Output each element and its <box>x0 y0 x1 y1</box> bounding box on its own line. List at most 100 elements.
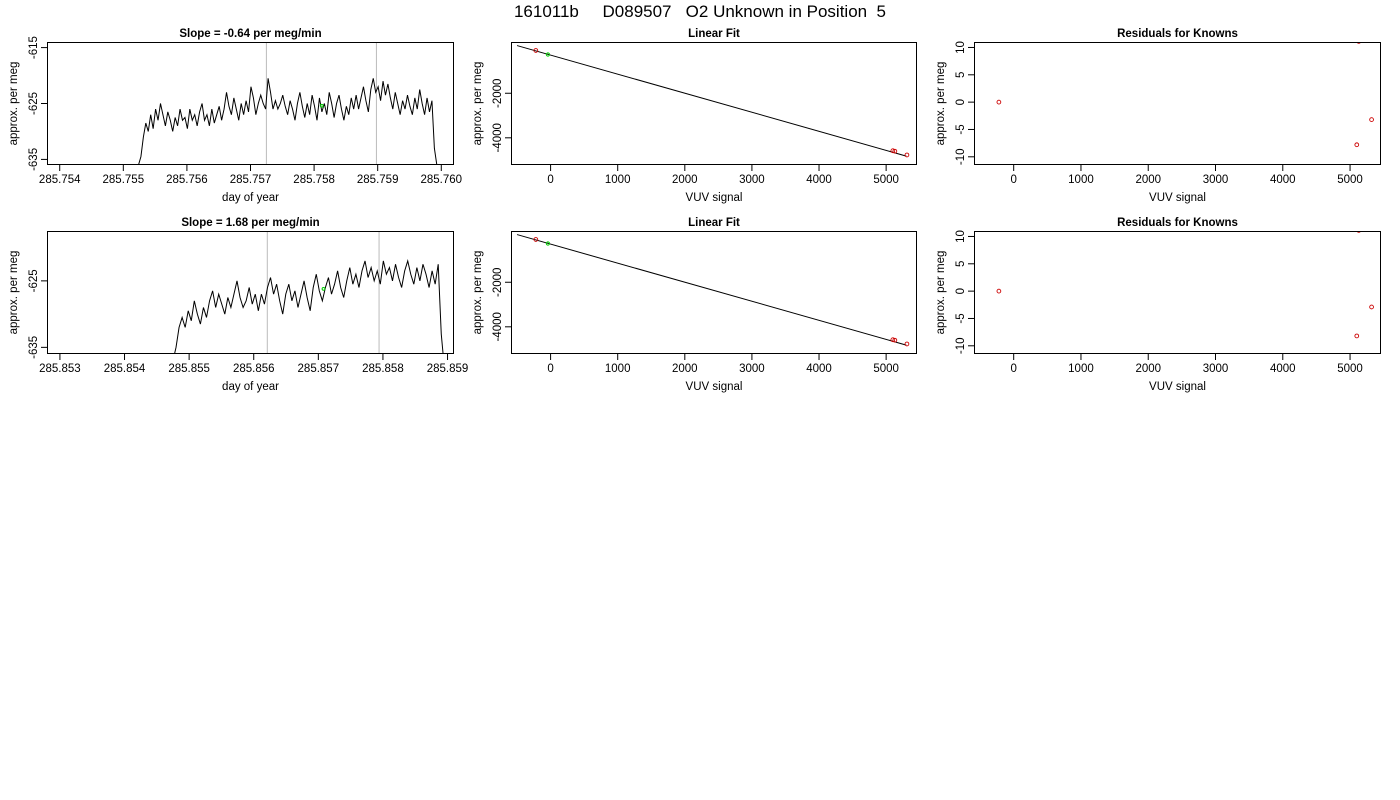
plot-area <box>173 231 444 354</box>
y-tick-label: 10 <box>955 230 967 243</box>
x-tick-label: 4000 <box>806 363 832 375</box>
x-tick-label: 285.759 <box>357 174 399 186</box>
x-tick-label: 285.857 <box>298 363 340 375</box>
x-tick-label: 2000 <box>1135 174 1161 186</box>
x-tick-label: 285.854 <box>104 363 146 375</box>
plot-area <box>516 45 910 158</box>
x-tick-label: 1000 <box>1068 363 1094 375</box>
x-tick-label: 285.760 <box>420 174 462 186</box>
x-tick-label: 3000 <box>1203 174 1229 186</box>
y-tick-label: 5 <box>955 261 967 267</box>
panel-drift-top: Slope = -0.64 per meg/min 285.754 285.755 2… <box>8 28 462 204</box>
y-axis-label: approx. per meg <box>8 62 20 146</box>
panel-drift-bottom: Slope = 1.68 per meg/min 285.853 285.854 28… <box>8 217 468 393</box>
chart-title: Slope = 1.68 per meg/min <box>181 217 319 229</box>
plot-area <box>516 234 910 347</box>
x-tick-label: 2000 <box>672 174 698 186</box>
plot-frame <box>511 231 917 354</box>
panel-resid-top: Residuals for Knowns 0 1000 2000 3000 4000 500… <box>935 28 1381 204</box>
x-tick-label: 4000 <box>1270 363 1296 375</box>
unknown-point <box>319 103 324 108</box>
data-point <box>890 148 896 154</box>
x-tick-label: 285.758 <box>293 174 335 186</box>
x-tick-label: 0 <box>547 363 553 375</box>
y-axis-label: approx. per meg <box>472 62 484 146</box>
chart-title: Linear Fit <box>688 28 740 40</box>
y-tick-label: -4000 <box>492 312 504 341</box>
y-tick-label: 0 <box>955 99 967 105</box>
data-point <box>533 237 539 242</box>
plot-area <box>996 42 1374 148</box>
series-line <box>173 258 444 354</box>
plot-frame <box>974 231 1381 354</box>
data-point <box>892 337 898 343</box>
x-tick-label: 285.756 <box>166 174 208 186</box>
x-tick-label: 0 <box>1010 363 1016 375</box>
x-tick-label: 2000 <box>1135 363 1161 375</box>
y-tick-label: -4000 <box>492 123 504 152</box>
y-axis-label: approx. per meg <box>935 62 947 146</box>
x-tick-label: 285.856 <box>233 363 275 375</box>
unknown-point <box>321 286 326 291</box>
x-tick-label: 5000 <box>1337 363 1363 375</box>
x-tick-label: 285.853 <box>39 363 81 375</box>
x-tick-label: 285.858 <box>362 363 404 375</box>
x-tick-label: 4000 <box>1270 174 1296 186</box>
panel-fit-bottom: Linear Fit 0 1000 2000 3000 4000 5000 VUV signa… <box>472 217 917 393</box>
data-point <box>1369 304 1374 310</box>
fit-line <box>516 234 907 346</box>
y-tick-label: -5 <box>955 313 967 323</box>
plot-frame <box>974 42 1381 165</box>
data-point <box>1354 333 1360 339</box>
x-tick-label: 1000 <box>605 363 631 375</box>
y-tick-label: -5 <box>955 124 967 134</box>
x-tick-label: 285.754 <box>39 174 81 186</box>
plot-area <box>137 42 438 165</box>
x-tick-label: 0 <box>1010 174 1016 186</box>
y-tick-label: -635 <box>28 336 40 359</box>
y-tick-label: 5 <box>955 72 967 78</box>
x-tick-label: 285.755 <box>103 174 145 186</box>
y-tick-label: 10 <box>955 41 967 54</box>
y-tick-label: -10 <box>955 337 967 354</box>
data-point <box>1354 142 1360 148</box>
x-axis-label: day of year <box>222 381 279 393</box>
data-point <box>890 337 896 343</box>
y-tick-label: -635 <box>28 148 40 171</box>
data-point <box>1356 231 1362 233</box>
y-tick-label: 0 <box>955 288 967 294</box>
x-tick-label: 3000 <box>739 174 765 186</box>
x-axis-label: day of year <box>222 192 279 204</box>
plot-frame <box>511 42 917 165</box>
panel-resid-bottom: Residuals for Knowns 0 1000 2000 3000 4000 500… <box>935 217 1381 393</box>
y-axis-label: approx. per meg <box>8 251 20 335</box>
x-tick-label: 1000 <box>1068 174 1094 186</box>
unknown-point <box>545 52 551 57</box>
x-axis-label: VUV signal <box>686 381 743 393</box>
fit-line <box>516 45 907 157</box>
x-axis-label: VUV signal <box>1149 192 1206 204</box>
data-point <box>996 99 1002 105</box>
unknown-point <box>545 241 551 246</box>
x-tick-label: 285.855 <box>168 363 210 375</box>
y-tick-label: -625 <box>28 92 40 115</box>
y-tick-label: -2000 <box>492 79 504 108</box>
chart-title: Residuals for Knowns <box>1117 28 1238 40</box>
x-tick-label: 285.859 <box>427 363 469 375</box>
x-axis-label: VUV signal <box>1149 381 1206 393</box>
x-tick-label: 1000 <box>605 174 631 186</box>
x-tick-label: 285.757 <box>230 174 272 186</box>
chart-title: Linear Fit <box>688 217 740 229</box>
x-axis-label: VUV signal <box>686 192 743 204</box>
plot-area <box>996 231 1374 339</box>
data-point <box>1369 117 1374 122</box>
y-axis-label: approx. per meg <box>472 251 484 335</box>
x-tick-label: 4000 <box>806 174 832 186</box>
y-tick-label: -2000 <box>492 268 504 297</box>
x-tick-label: 3000 <box>739 363 765 375</box>
x-tick-label: 3000 <box>1203 363 1229 375</box>
y-tick-label: -10 <box>955 148 967 165</box>
x-tick-label: 2000 <box>672 363 698 375</box>
plot-frame <box>47 231 454 354</box>
